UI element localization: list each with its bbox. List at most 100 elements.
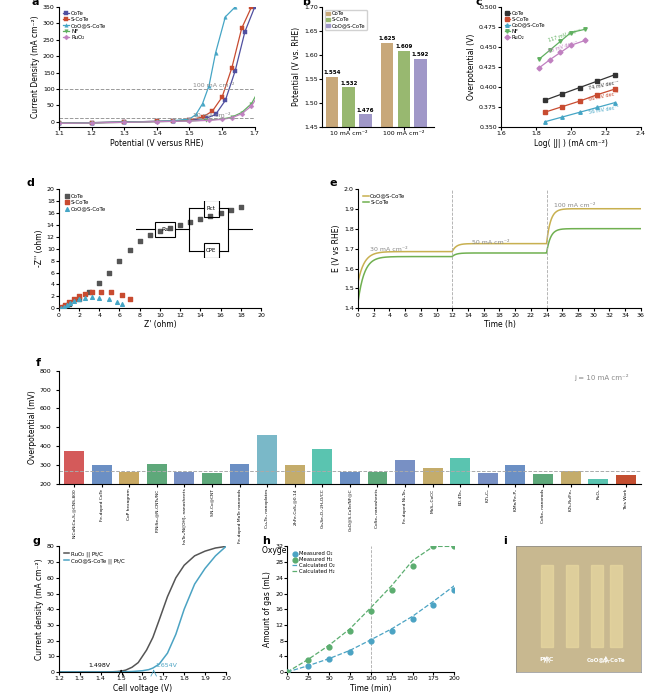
S-CoTe <box>611 85 619 93</box>
S-CoTe <box>124 293 135 304</box>
RuO₂ <box>218 116 226 124</box>
Text: 1.592: 1.592 <box>412 52 429 57</box>
RuO₂ <box>258 86 266 94</box>
CoO@S-CoTe || Pt/C <box>155 660 163 668</box>
CoTe <box>226 204 236 216</box>
CoTe <box>120 118 128 126</box>
RuO₂ || Pt/C <box>97 668 105 676</box>
X-axis label: Oxygen evolution reaction in alkaline solution: Oxygen evolution reaction in alkaline so… <box>262 545 438 554</box>
Text: j = 10 mA cm⁻²: j = 10 mA cm⁻² <box>575 374 629 381</box>
Measured H₂ <box>449 541 460 552</box>
Calculated H₂ <box>304 655 312 664</box>
Text: f: f <box>35 358 41 368</box>
CoO@S-CoTe <box>169 116 177 125</box>
CoO@S-CoTe <box>59 301 69 312</box>
Bar <box>591 566 604 647</box>
CoO@S-CoTe <box>94 292 105 303</box>
S-CoTe <box>576 97 583 105</box>
Calculated O₂ <box>346 646 354 654</box>
Measured H₂ <box>324 641 334 652</box>
Bar <box>175 472 194 522</box>
Calculated O₂ <box>367 636 375 644</box>
NF <box>536 55 543 63</box>
NF <box>248 99 256 108</box>
CoO@S-CoTe <box>104 294 114 305</box>
Y-axis label: Current Density (mA cm⁻²): Current Density (mA cm⁻²) <box>31 15 40 118</box>
RuO₂ <box>186 117 194 125</box>
CoO@S-CoTe || Pt/C <box>55 668 63 676</box>
S-CoTe <box>593 90 601 99</box>
CoTe <box>185 216 196 228</box>
CoTe <box>124 244 135 256</box>
Line: CoO@S-CoTe || Pt/C: CoO@S-CoTe || Pt/C <box>59 547 226 672</box>
Text: 1.654V: 1.654V <box>156 664 178 668</box>
NF <box>546 46 554 55</box>
CoO@S-CoTe || Pt/C <box>149 664 157 672</box>
Line: S-CoTe: S-CoTe <box>57 6 253 125</box>
Text: 100 mA cm⁻²: 100 mA cm⁻² <box>193 83 234 88</box>
NF <box>258 81 266 90</box>
S-CoTe <box>521 248 528 257</box>
CoTe <box>55 119 63 127</box>
Bar <box>506 466 525 522</box>
CoTe <box>251 3 259 11</box>
Measured H₂ <box>282 666 292 678</box>
CoTe <box>114 255 125 266</box>
Calculated O₂ <box>304 662 312 670</box>
Text: h: h <box>262 536 270 546</box>
CoO@S-CoTe <box>576 108 583 116</box>
CoO@S-CoTe <box>354 279 362 287</box>
Y-axis label: Current density (mA cm⁻²): Current density (mA cm⁻²) <box>35 559 44 660</box>
RuO₂ || Pt/C <box>212 544 220 552</box>
X-axis label: Log( |J| ) (mA cm⁻²): Log( |J| ) (mA cm⁻²) <box>534 139 608 148</box>
Bar <box>230 464 249 522</box>
Legend: CoTe, S-CoTe, CoO@S-CoTe, NF, RuO₂: CoTe, S-CoTe, CoO@S-CoTe, NF, RuO₂ <box>504 10 546 41</box>
CoO@S-CoTe <box>56 302 66 314</box>
CoO@S-CoTe <box>205 81 213 90</box>
Line: RuO₂: RuO₂ <box>538 38 587 69</box>
Measured O₂ <box>345 646 355 657</box>
CoTe <box>222 96 230 104</box>
Legend: RuO₂ || Pt/C, CoO@S-CoTe || Pt/C: RuO₂ || Pt/C, CoO@S-CoTe || Pt/C <box>61 550 127 566</box>
S-CoTe <box>248 3 256 11</box>
CoTe <box>541 96 549 104</box>
CoO@S-CoTe <box>521 239 528 248</box>
CoO@S-CoTe <box>611 99 619 107</box>
S-CoTe <box>69 294 79 305</box>
S-CoTe <box>427 253 435 261</box>
Text: 1.476: 1.476 <box>356 108 374 113</box>
CoO@S-CoTe <box>87 291 97 302</box>
Measured O₂ <box>303 661 313 672</box>
RuO₂ || Pt/C <box>118 667 126 676</box>
S-CoTe <box>228 64 236 72</box>
S-CoTe <box>482 248 490 257</box>
Text: c: c <box>476 0 483 6</box>
Text: Pt/C: Pt/C <box>540 657 554 662</box>
Line: NF: NF <box>538 27 587 61</box>
Bar <box>284 466 305 522</box>
Bar <box>381 43 393 127</box>
Bar <box>64 451 84 522</box>
Calculated H₂ <box>283 668 291 676</box>
CoO@S-CoTe || Pt/C <box>97 668 105 676</box>
CoO@S-CoTe <box>153 117 161 125</box>
CoO@S-CoTe <box>567 204 575 213</box>
CoTe <box>59 301 69 312</box>
Measured O₂ <box>282 666 292 678</box>
CoTe <box>212 111 220 119</box>
Text: a: a <box>31 0 39 6</box>
Text: 1.532: 1.532 <box>340 81 357 86</box>
Measured O₂ <box>324 654 334 665</box>
Measured O₂ <box>387 625 397 636</box>
Bar <box>359 114 371 127</box>
S-CoTe <box>116 290 127 301</box>
S-CoTe <box>209 107 216 116</box>
Y-axis label: E (V vs RHE): E (V vs RHE) <box>332 225 341 272</box>
S-CoTe <box>120 118 128 126</box>
RuO₂ || Pt/C <box>143 646 150 654</box>
CoO@S-CoTe <box>199 99 207 108</box>
Bar <box>92 466 112 522</box>
CoTe <box>104 267 114 278</box>
Line: CoO@S-CoTe: CoO@S-CoTe <box>543 101 617 124</box>
CoTe <box>84 286 94 297</box>
